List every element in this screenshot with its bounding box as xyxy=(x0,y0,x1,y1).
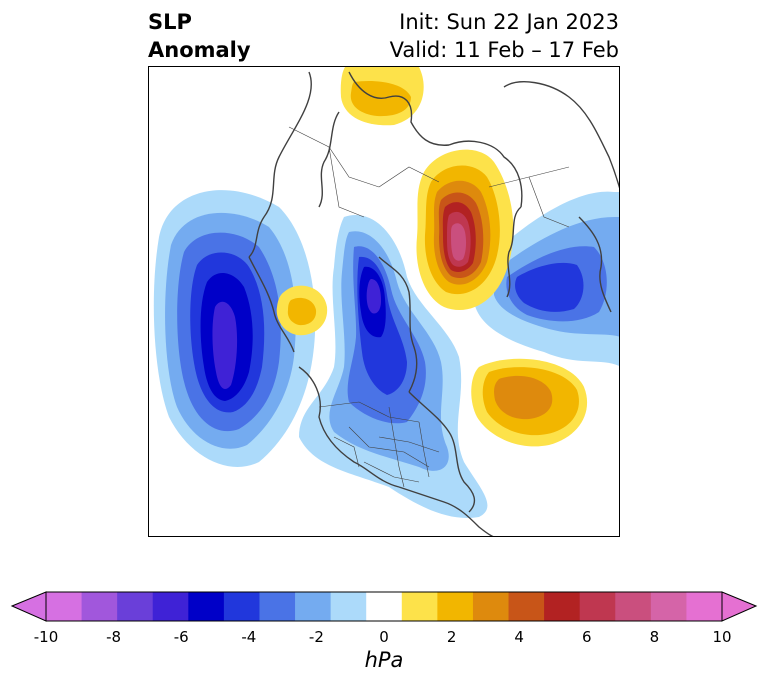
colorbar-segment xyxy=(686,592,723,621)
colorbar-tick-label: 0 xyxy=(379,628,389,646)
colorbar-outline xyxy=(45,591,723,622)
anomaly-low-north-pacific xyxy=(153,190,316,467)
colorbar-tick-label: -2 xyxy=(308,628,324,646)
colorbar-segments xyxy=(46,592,723,621)
colorbar-segment xyxy=(366,592,403,621)
date-info: Init: Sun 22 Jan 2023 Valid: 11 Feb – 17… xyxy=(390,8,619,64)
colorbar-segment xyxy=(437,592,474,621)
anomaly-high-subtropical-pacific xyxy=(276,285,328,336)
title-variable: SLP xyxy=(148,10,192,34)
colorbar-extend-low xyxy=(10,591,47,622)
colorbar-tick-label: -4 xyxy=(241,628,257,646)
colorbar-segment xyxy=(152,592,189,621)
init-date: Init: Sun 22 Jan 2023 xyxy=(399,10,619,34)
anomaly-low-north-america xyxy=(299,215,488,518)
colorbar-tick-label: 8 xyxy=(649,628,660,646)
colorbar-segment xyxy=(330,592,367,621)
colorbar-segment xyxy=(259,592,296,621)
colorbar-segment xyxy=(117,592,154,621)
colorbar xyxy=(10,591,758,622)
colorbar-segment xyxy=(579,592,616,621)
colorbar-tick-label: -10 xyxy=(33,628,59,646)
colorbar-unit-label: hPa xyxy=(364,648,404,672)
colorbar-segment xyxy=(472,592,510,621)
colorbar-tick-label: 4 xyxy=(514,628,524,646)
anomaly-map xyxy=(148,66,620,537)
colorbar-tick-label: 6 xyxy=(582,628,592,646)
colorbar-tick-label: -6 xyxy=(173,628,189,646)
valid-range: Valid: 11 Feb – 17 Feb xyxy=(389,38,619,62)
colorbar-segment xyxy=(401,592,438,621)
colorbar-segment xyxy=(223,592,260,621)
colorbar-segment xyxy=(188,592,225,621)
title-anomaly: Anomaly xyxy=(148,38,251,62)
colorbar-segment xyxy=(650,592,687,621)
colorbar-tick-label: 2 xyxy=(446,628,457,646)
colorbar-segment xyxy=(508,592,545,621)
anomaly-high-siberia xyxy=(416,149,514,310)
country-borders xyxy=(288,126,570,488)
colorbar-segment xyxy=(295,592,332,621)
coastlines xyxy=(248,71,619,536)
map-title: SLP Anomaly xyxy=(148,8,251,64)
colorbar-segment xyxy=(615,592,652,621)
anomaly-high-atlantic xyxy=(471,358,588,447)
colorbar-segment xyxy=(81,592,118,621)
colorbar-segment xyxy=(46,592,83,621)
map-canvas xyxy=(153,67,619,536)
colorbar-segment xyxy=(544,592,581,621)
colorbar-extend-high xyxy=(721,591,758,622)
anomaly-low-east-asia xyxy=(473,191,619,367)
colorbar-tick-label: -8 xyxy=(106,628,122,646)
colorbar-tick-label: 10 xyxy=(712,628,732,646)
